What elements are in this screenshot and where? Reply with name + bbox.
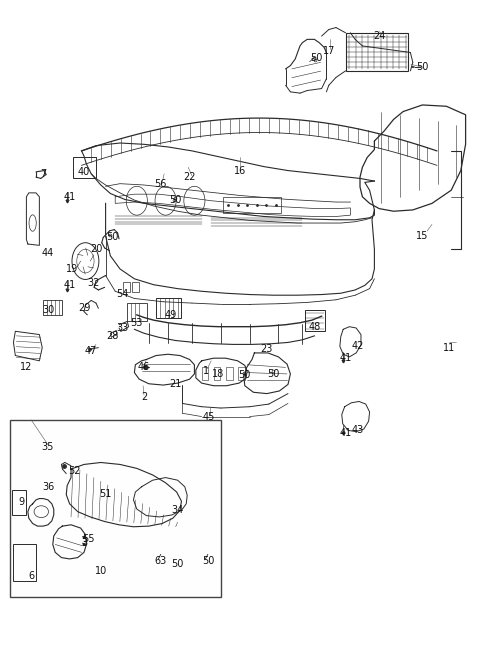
Text: 24: 24 [373,31,385,41]
Bar [346,33,408,71]
Text: 41: 41 [339,352,352,363]
Bar [214,367,220,380]
Bar [226,367,233,380]
Text: 36: 36 [42,482,54,492]
Bar [43,300,62,315]
Text: 16: 16 [234,165,246,176]
Text: 6: 6 [28,571,34,581]
Text: 11: 11 [443,342,455,353]
Text: 63: 63 [155,556,167,566]
Text: 41: 41 [339,428,352,438]
Text: 7: 7 [40,169,47,179]
Text: 50: 50 [107,232,119,243]
Bar [238,367,245,380]
Text: 50: 50 [169,195,181,205]
Text: 20: 20 [90,244,102,255]
Text: 22: 22 [183,172,196,182]
Text: 50: 50 [267,369,280,379]
Text: 46: 46 [138,362,150,373]
Bar [12,490,26,515]
Text: 10: 10 [95,565,107,576]
Text: 32: 32 [87,278,100,289]
Bar [10,420,221,597]
Text: 47: 47 [85,346,97,356]
Text: 51: 51 [99,489,112,499]
Text: 50: 50 [171,559,184,569]
Text: 28: 28 [107,331,119,341]
Text: 41: 41 [63,192,76,202]
Text: 44: 44 [42,247,54,258]
Text: 2: 2 [141,392,147,402]
Text: 30: 30 [42,304,54,315]
Text: 49: 49 [164,310,177,320]
Text: 50: 50 [311,52,323,63]
Text: 53: 53 [131,318,143,328]
Text: 48: 48 [308,321,321,332]
Text: 17: 17 [323,45,335,56]
Text: 29: 29 [78,303,90,314]
Bar [202,367,208,380]
Bar [223,197,281,213]
Text: 55: 55 [83,534,95,544]
Text: 42: 42 [351,341,364,352]
Text: 56: 56 [155,178,167,189]
Text: 50: 50 [203,556,215,566]
Bar [123,282,130,292]
Text: 23: 23 [260,344,273,354]
Text: 52: 52 [68,466,81,476]
Bar [73,157,96,178]
Text: 41: 41 [63,280,76,291]
Text: 54: 54 [116,289,129,299]
Text: 50: 50 [239,370,251,380]
Text: 45: 45 [203,411,215,422]
Text: 43: 43 [351,424,364,435]
Text: 19: 19 [66,264,78,274]
Text: 15: 15 [416,231,429,241]
Text: 12: 12 [20,362,33,373]
Text: 33: 33 [116,323,129,333]
Text: 34: 34 [171,505,184,516]
Text: 40: 40 [78,167,90,177]
Text: 3: 3 [81,538,87,548]
Bar [305,310,325,331]
Text: 9: 9 [19,497,24,507]
Text: 1: 1 [204,365,209,376]
Bar [156,298,181,318]
Text: 18: 18 [212,369,225,379]
Text: 21: 21 [169,379,181,389]
Bar [13,544,36,581]
Bar [127,303,147,321]
Text: 50: 50 [416,62,429,72]
Bar [132,282,139,292]
Text: 35: 35 [42,442,54,453]
